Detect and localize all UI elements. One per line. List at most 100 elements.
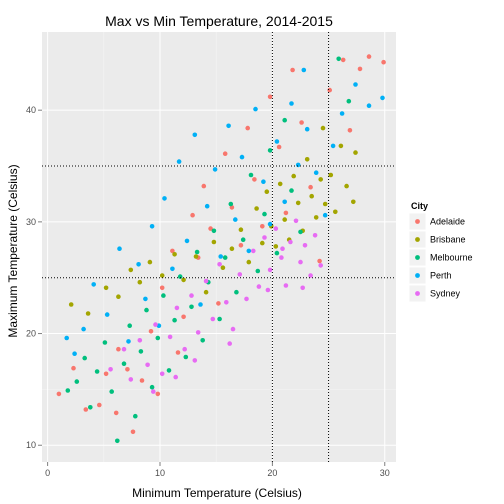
- data-point: [113, 410, 119, 416]
- data-point: [193, 254, 199, 259]
- data-point: [256, 284, 262, 289]
- data-point: [289, 101, 294, 106]
- data-point: [203, 278, 209, 284]
- data-point: [130, 429, 136, 435]
- data-point: [217, 316, 222, 322]
- data-point: [189, 293, 194, 298]
- data-point: [347, 128, 353, 133]
- data-point: [216, 301, 221, 306]
- data-point: [252, 177, 257, 182]
- legend-label: Melbourne: [430, 253, 473, 263]
- data-point: [304, 126, 310, 132]
- data-point: [172, 252, 177, 257]
- legend: City Adelaide Brisbane Melbourne Perth Sydne…: [408, 201, 473, 303]
- data-point: [182, 346, 187, 352]
- data-point: [273, 226, 279, 231]
- data-point: [97, 402, 102, 408]
- data-point: [211, 228, 217, 234]
- data-point: [175, 350, 181, 355]
- data-point: [74, 379, 80, 384]
- data-point: [293, 218, 299, 224]
- data-point: [155, 335, 161, 341]
- data-point: [222, 255, 228, 260]
- data-point: [381, 59, 386, 65]
- data-point: [317, 258, 322, 264]
- legend-swatch: [415, 219, 420, 224]
- legend-label: Perth: [430, 271, 452, 281]
- data-point: [318, 177, 324, 182]
- data-point: [217, 262, 222, 267]
- data-point: [298, 259, 303, 265]
- data-point: [126, 339, 131, 344]
- data-point: [339, 111, 345, 116]
- data-point: [351, 199, 356, 205]
- data-point: [322, 212, 328, 218]
- data-point: [253, 106, 258, 112]
- data-point: [346, 98, 352, 104]
- data-point: [340, 57, 346, 63]
- legend-label: Adelaide: [430, 217, 465, 227]
- data-point: [276, 144, 282, 150]
- data-point: [184, 238, 190, 244]
- legend-label: Brisbane: [430, 235, 466, 245]
- x-axis-label: Minimum Temperature (Celsius): [132, 486, 302, 500]
- legend-item-sydney: Sydney: [408, 284, 461, 303]
- data-point: [159, 285, 165, 291]
- data-point: [133, 413, 138, 419]
- data-point: [88, 405, 93, 410]
- x-axis-ticks: 0 10 20 30: [45, 462, 390, 478]
- data-point: [304, 157, 310, 162]
- data-point: [240, 237, 246, 242]
- data-point: [162, 196, 167, 201]
- data-point: [121, 346, 127, 352]
- data-point: [245, 125, 250, 131]
- data-point: [159, 273, 165, 278]
- data-point: [166, 368, 172, 373]
- data-point: [228, 201, 234, 207]
- data-point: [147, 259, 153, 265]
- y-tick-label: 20: [26, 329, 36, 339]
- data-point: [72, 351, 77, 357]
- data-point: [109, 389, 114, 394]
- legend-item-brisbane: Brisbane: [408, 230, 466, 249]
- data-point: [254, 206, 259, 211]
- legend-item-perth: Perth: [408, 266, 452, 285]
- data-point: [353, 82, 358, 87]
- data-point: [65, 388, 71, 393]
- data-point: [212, 167, 218, 172]
- data-point: [313, 170, 319, 175]
- data-point: [170, 248, 175, 254]
- data-point: [143, 296, 148, 302]
- data-point: [224, 300, 229, 305]
- data-point: [204, 203, 210, 209]
- data-point: [302, 243, 308, 248]
- data-point: [255, 268, 261, 274]
- data-point: [320, 125, 326, 131]
- data-point: [328, 172, 334, 178]
- data-point: [115, 438, 120, 444]
- legend-title: City: [411, 201, 428, 211]
- data-point: [280, 246, 285, 251]
- legend-item-melbourne: Melbourne: [408, 248, 473, 267]
- chart-title: Max vs Min Temperature, 2014-2015: [105, 13, 333, 29]
- data-point: [192, 132, 198, 138]
- data-point: [192, 358, 198, 363]
- data-point: [181, 277, 186, 283]
- data-point: [81, 326, 86, 332]
- data-point: [300, 285, 306, 291]
- data-point: [312, 233, 318, 238]
- data-point: [117, 246, 122, 251]
- series-adelaide: [56, 54, 386, 435]
- data-point: [237, 272, 243, 277]
- data-point: [183, 354, 189, 360]
- data-point: [56, 391, 62, 397]
- data-point: [366, 54, 372, 59]
- data-point: [288, 239, 293, 245]
- data-point: [210, 316, 216, 322]
- data-point: [139, 378, 145, 383]
- data-point: [167, 334, 173, 340]
- data-point: [295, 162, 301, 168]
- data-point: [218, 254, 223, 259]
- data-point: [336, 56, 342, 62]
- legend-swatch: [415, 237, 420, 242]
